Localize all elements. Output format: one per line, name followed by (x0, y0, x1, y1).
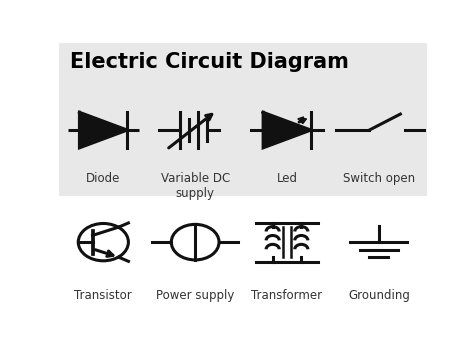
Text: Power supply: Power supply (156, 289, 234, 302)
Text: Variable DC
supply: Variable DC supply (161, 173, 230, 201)
Text: Transistor: Transistor (74, 289, 132, 302)
Polygon shape (80, 112, 127, 148)
Text: Transformer: Transformer (251, 289, 323, 302)
Polygon shape (59, 43, 427, 196)
Text: Diode: Diode (86, 173, 120, 185)
Text: Led: Led (276, 173, 298, 185)
Text: Switch open: Switch open (343, 173, 415, 185)
Text: Grounding: Grounding (348, 289, 410, 302)
Text: Electric Circuit Diagram: Electric Circuit Diagram (70, 52, 349, 72)
Polygon shape (263, 112, 311, 148)
